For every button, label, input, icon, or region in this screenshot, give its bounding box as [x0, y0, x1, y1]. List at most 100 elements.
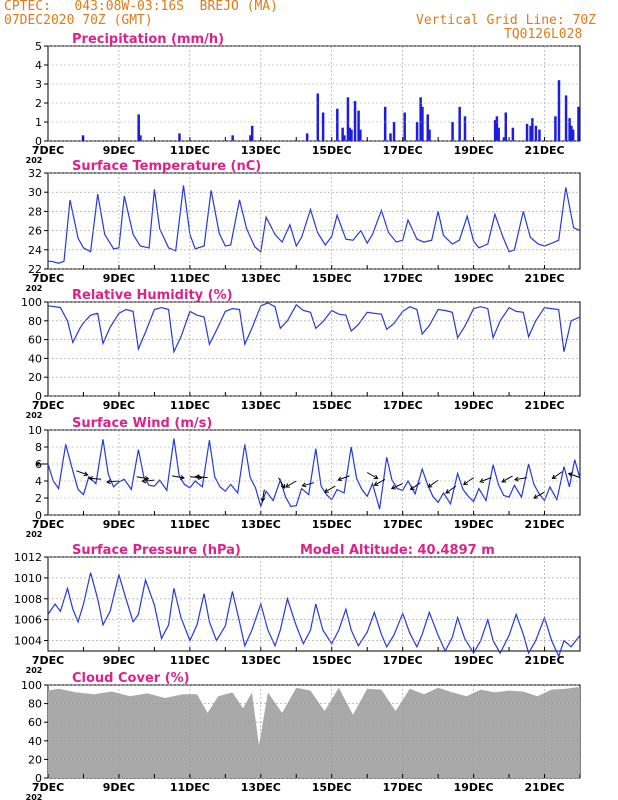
series-line — [47, 572, 581, 658]
wind-arrow-head — [35, 461, 40, 467]
precip-bar — [531, 118, 534, 141]
y-tick-label: 5 — [35, 40, 42, 53]
x-tick-label: 7DEC — [32, 518, 64, 531]
precip-bar — [348, 127, 351, 141]
y-tick-label: 100 — [21, 296, 42, 309]
wind-arrow — [501, 475, 513, 483]
precip-bar — [497, 127, 500, 141]
wind-arrow-head — [514, 476, 519, 482]
wind-arrow-head — [285, 483, 290, 488]
x-tick-label: 11DEC — [170, 272, 210, 285]
wind-arrow-head — [445, 489, 451, 494]
panel-title: Cloud Cover (%) — [72, 671, 190, 686]
header-model-id: TQ0126L028 — [504, 27, 583, 42]
header-station: CPTEC: 043:08W-03:16S BREJO (MA) — [4, 0, 278, 14]
cloud-cover-area — [48, 686, 580, 778]
x-tick-label: 15DEC — [312, 781, 352, 794]
wind-arrow — [195, 476, 208, 479]
x-tick-label: 21DEC — [525, 518, 565, 531]
x-tick-label: 11DEC — [170, 654, 210, 667]
wind-arrow — [514, 477, 527, 481]
y-tick-label: 4 — [35, 59, 42, 72]
y-tick-label: 30 — [28, 186, 42, 199]
wind-arrow-head — [141, 478, 147, 484]
precip-bar — [250, 125, 254, 141]
precip-bar — [137, 114, 140, 141]
precip-bar — [534, 125, 538, 141]
precip-bar — [353, 101, 357, 141]
x-tick-label: 15DEC — [312, 144, 352, 157]
wind-arrow — [533, 491, 545, 499]
y-tick-label: 0 — [35, 772, 42, 785]
precip-bar — [529, 125, 532, 141]
wind-arrow — [338, 475, 350, 481]
wind-arrow-head — [301, 482, 307, 488]
x-tick-label: 9DEC — [103, 399, 135, 412]
wind-arrow-head — [551, 474, 557, 480]
precip-bar — [504, 112, 508, 141]
y-tick-label: 2 — [35, 97, 42, 110]
wind-arrow-head — [88, 476, 94, 482]
x-tick-label: 21DEC — [525, 654, 565, 667]
x-corner-label: 202 — [26, 793, 43, 800]
y-tick-label: 6 — [35, 458, 42, 471]
precip-bar — [321, 112, 325, 141]
x-tick-label: 7DEC — [32, 781, 64, 794]
wind-arrow-head — [337, 476, 343, 482]
x-tick-label: 7DEC — [32, 272, 64, 285]
x-tick-label: 17DEC — [383, 399, 423, 412]
wind-arrow-head — [373, 474, 379, 480]
precip-bar — [178, 133, 181, 141]
wind-arrow-head — [180, 475, 185, 480]
x-tick-label: 15DEC — [312, 654, 352, 667]
x-tick-label: 9DEC — [103, 144, 135, 157]
x-tick-label: 17DEC — [383, 144, 423, 157]
y-tick-label: 0 — [35, 390, 42, 403]
precip-bar — [511, 127, 515, 141]
x-tick-label: 7DEC — [32, 399, 64, 412]
x-tick-label: 9DEC — [103, 781, 135, 794]
precip-bar — [538, 129, 541, 141]
y-tick-label: 60 — [28, 334, 42, 347]
precip-bar — [305, 133, 309, 141]
y-tick-label: 0 — [35, 509, 42, 522]
wind-arrow — [302, 482, 315, 487]
y-tick-label: 10 — [28, 424, 42, 437]
series-line — [47, 302, 581, 354]
wind-arrow-head — [144, 475, 150, 481]
precip-bar — [403, 112, 406, 141]
wind-arrow — [261, 489, 265, 502]
wind-arrow — [366, 472, 378, 479]
y-tick-label: 1010 — [14, 572, 42, 585]
precip-bar — [495, 116, 499, 141]
x-tick-label: 13DEC — [241, 399, 281, 412]
y-tick-label: 40 — [28, 735, 42, 748]
x-tick-label: 15DEC — [312, 518, 352, 531]
wind-arrow — [410, 482, 421, 490]
panel-annotation: Model Altitude: 40.4897 m — [300, 543, 495, 558]
precip-bar — [392, 122, 396, 141]
x-tick-label: 21DEC — [525, 781, 565, 794]
x-corner-label: 202 — [26, 411, 43, 420]
x-corner-label: 202 — [26, 530, 43, 539]
wind-arrow-head — [567, 472, 573, 477]
wind-arrow-head — [280, 483, 286, 489]
y-tick-label: 80 — [28, 315, 42, 328]
x-tick-label: 13DEC — [241, 781, 281, 794]
precip-bar — [389, 133, 392, 141]
panel-title: Surface Pressure (hPa) — [72, 543, 241, 558]
y-tick-label: 1004 — [14, 635, 42, 648]
wind-arrow-head — [479, 478, 485, 483]
header-init-time: 07DEC2020 70Z (GMT) — [4, 13, 153, 28]
x-tick-label: 21DEC — [525, 144, 565, 157]
precip-bar — [428, 129, 431, 141]
y-tick-label: 32 — [28, 167, 42, 180]
x-tick-label: 13DEC — [241, 518, 281, 531]
precip-bar — [463, 116, 467, 141]
wind-arrow — [445, 485, 457, 494]
x-tick-label: 11DEC — [170, 399, 210, 412]
panel-title: Surface Wind (m/s) — [72, 416, 212, 431]
x-tick-label: 17DEC — [383, 518, 423, 531]
y-tick-label: 80 — [28, 698, 42, 711]
y-tick-label: 0 — [35, 135, 42, 148]
